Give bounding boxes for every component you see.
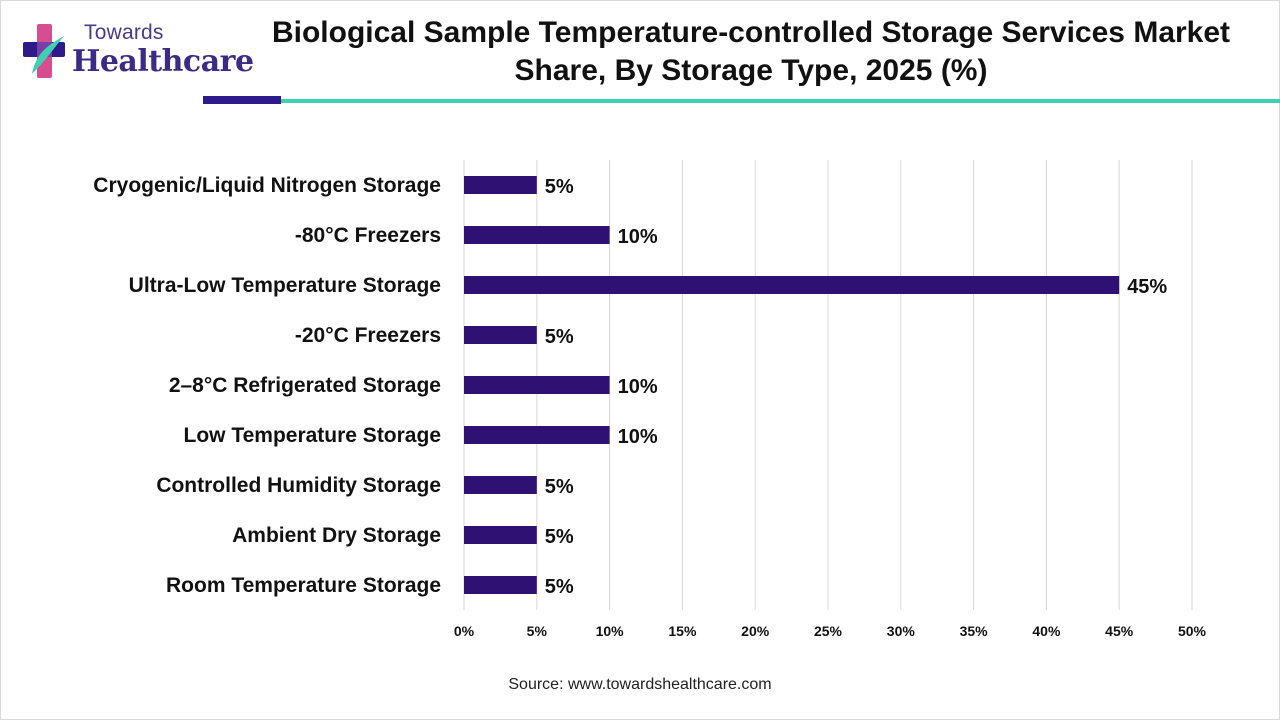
title-rule-accent: [203, 96, 281, 104]
x-tick-label: 25%: [814, 623, 843, 639]
data-label: 10%: [618, 226, 658, 248]
bar: [464, 426, 610, 444]
x-tick-label: 0%: [454, 623, 475, 639]
x-tick-label: 5%: [527, 623, 548, 639]
bar: [464, 276, 1120, 294]
title-rule-line: [281, 99, 1280, 103]
logo-text-towards: Towards: [84, 21, 164, 44]
data-label: 45%: [1127, 276, 1167, 298]
data-label: 5%: [545, 176, 574, 198]
data-label: 5%: [545, 326, 574, 348]
logo-text-healthcare: Healthcare: [72, 44, 254, 79]
x-tick-label: 20%: [741, 623, 770, 639]
data-label: 10%: [618, 376, 658, 398]
x-tick-label: 45%: [1105, 623, 1134, 639]
data-label: 5%: [545, 476, 574, 498]
category-label: Ultra-Low Temperature Storage: [129, 274, 441, 297]
bar: [464, 526, 537, 544]
x-tick-label: 40%: [1032, 623, 1061, 639]
category-label: Room Temperature Storage: [166, 574, 441, 597]
category-label: -80°C Freezers: [295, 224, 441, 247]
category-label: Controlled Humidity Storage: [156, 474, 441, 497]
category-label: Low Temperature Storage: [184, 424, 442, 447]
x-tick-label: 15%: [668, 623, 697, 639]
bar: [464, 226, 610, 244]
bar: [464, 576, 537, 594]
chart-title: Biological Sample Temperature-controlled…: [271, 16, 1231, 87]
category-label: Ambient Dry Storage: [232, 524, 441, 547]
bar: [464, 476, 537, 494]
medical-cross-icon: [23, 24, 65, 78]
bar: [464, 326, 537, 344]
data-label: 5%: [545, 576, 574, 598]
category-label: Cryogenic/Liquid Nitrogen Storage: [93, 174, 441, 197]
x-tick-label: 50%: [1178, 623, 1207, 639]
data-label: 5%: [545, 526, 574, 548]
source-note: Source: www.towardshealthcare.com: [508, 676, 772, 693]
category-label: -20°C Freezers: [295, 324, 441, 347]
x-tick-label: 10%: [596, 623, 625, 639]
bar: [464, 376, 610, 394]
x-tick-label: 35%: [960, 623, 989, 639]
x-tick-label: 30%: [887, 623, 916, 639]
bar: [464, 176, 537, 194]
data-label: 10%: [618, 426, 658, 448]
brand-logo: Towards Healthcare: [20, 20, 254, 86]
category-label: 2–8°C Refrigerated Storage: [169, 374, 441, 397]
